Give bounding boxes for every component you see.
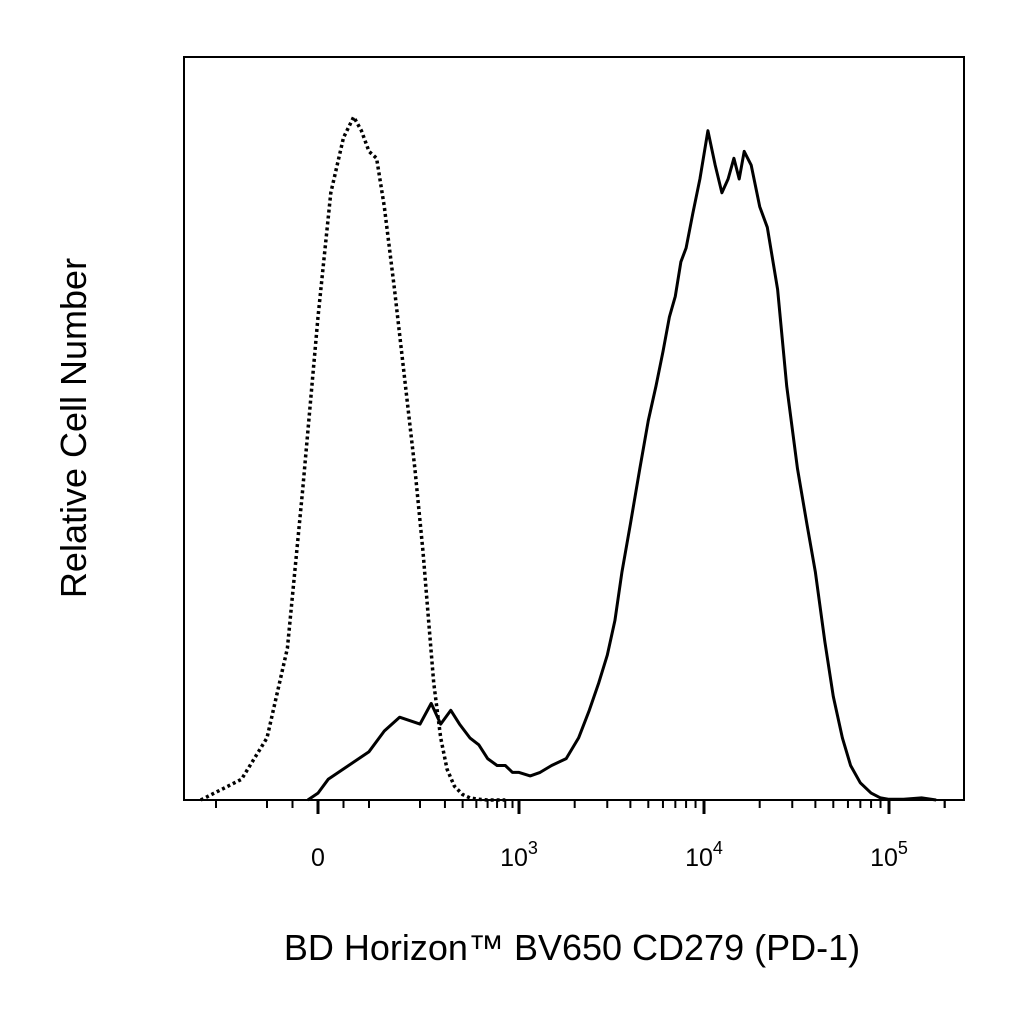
y-axis-title: Relative Cell Number (53, 258, 94, 598)
series-layer (199, 115, 937, 802)
x-tick-label-3: 105 (870, 838, 908, 872)
x-axis-title: BD Horizon™ BV650 CD279 (PD-1) (284, 927, 860, 968)
x-tick-label-0: 0 (311, 844, 325, 872)
plot-frame (183, 56, 965, 801)
x-tick-label-2: 104 (685, 838, 723, 872)
x-tick-label-1: 103 (500, 838, 538, 872)
series-line-1 (306, 129, 937, 802)
series-line-0 (199, 115, 506, 802)
x-tick-labels: 0 103 104 105 (311, 838, 908, 872)
x-axis-ticks (215, 800, 946, 814)
